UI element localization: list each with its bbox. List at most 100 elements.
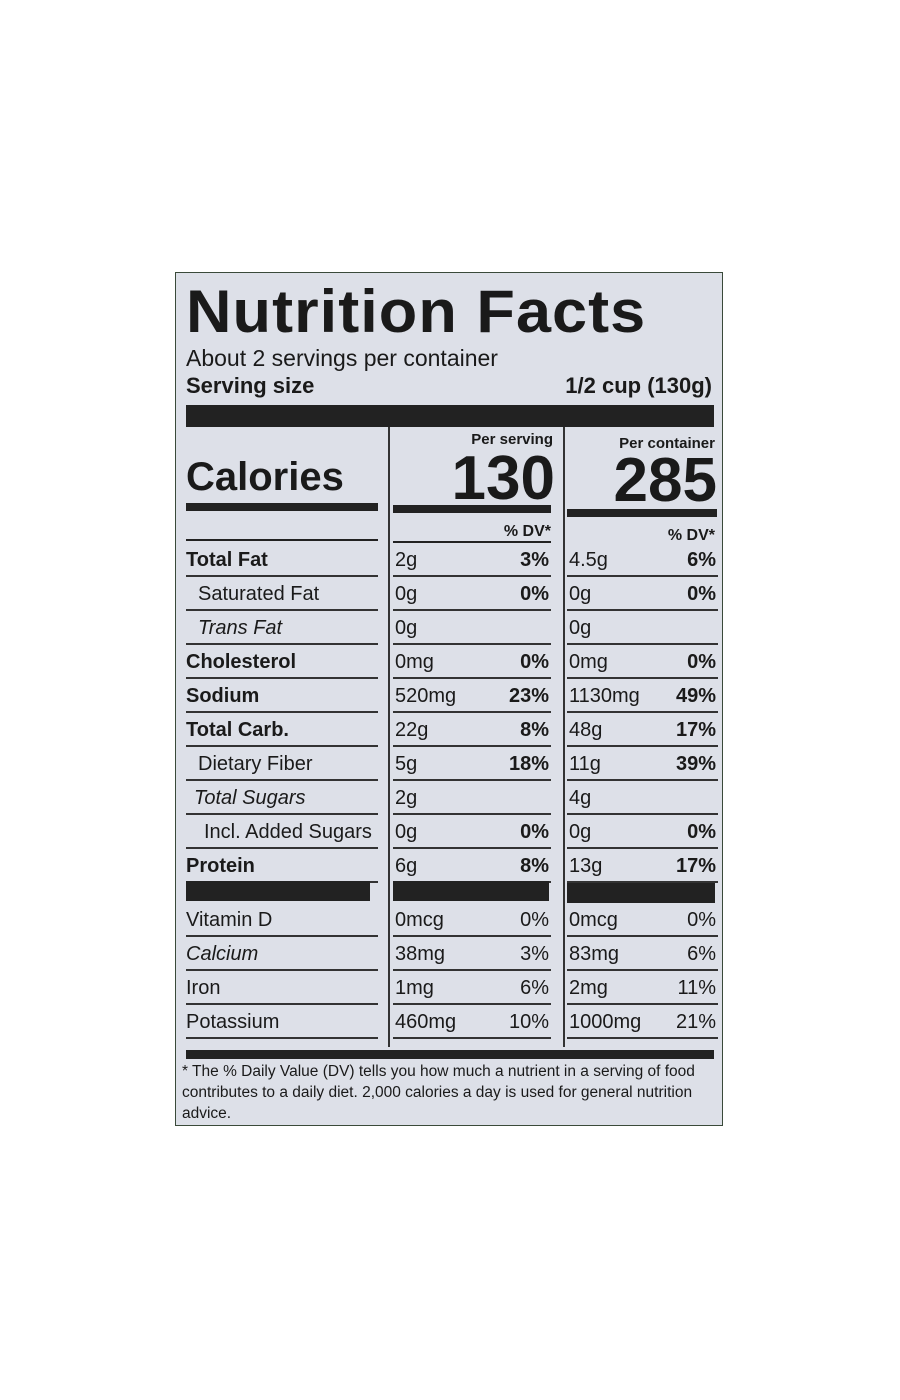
per-serving-cell: 2g	[393, 783, 551, 815]
per-container-header: Per container	[619, 435, 715, 452]
nutrient-row: Total Fat 2g 3% 4.5g 6%	[186, 545, 718, 579]
serving-amount: 2g	[395, 787, 418, 809]
nutrient-row: Trans Fat 0g 0g	[186, 613, 718, 647]
nutrient-name: Incl. Added Sugars	[186, 817, 378, 849]
per-container-cell: 0mg 0%	[567, 647, 718, 679]
serving-dv: 0%	[520, 821, 549, 843]
thick-divider	[393, 881, 549, 901]
serving-dv: 10%	[508, 1011, 549, 1033]
per-serving-cell: 2g 3%	[393, 545, 551, 577]
container-amount: 0g	[569, 583, 592, 605]
nutrient-row: Potassium 460mg 10% 1000mg 21%	[186, 1007, 718, 1041]
serving-amount: 0mcg	[395, 909, 444, 931]
per-container-cell: 1000mg 21%	[567, 1007, 718, 1039]
container-amount: 4.5g	[569, 549, 608, 571]
container-amount: 2mg	[569, 977, 608, 999]
container-dv: 0%	[687, 583, 716, 605]
serving-amount: 38mg	[395, 943, 446, 965]
per-container-cell: 4g	[567, 783, 718, 815]
per-container-cell: 1130mg 49%	[567, 681, 718, 713]
serving-dv: 0%	[520, 583, 549, 605]
per-serving-cell: 0g 0%	[393, 817, 551, 849]
serving-amount: 0g	[395, 821, 418, 843]
thick-divider	[186, 1050, 714, 1059]
nutrient-name: Total Fat	[186, 545, 378, 577]
calories-divider	[393, 505, 551, 513]
nutrient-row: Calcium 38mg 3% 83mg 6%	[186, 939, 718, 973]
column-divider	[388, 427, 390, 1047]
serving-dv: 0%	[520, 651, 549, 673]
serving-amount: 2g	[395, 549, 418, 571]
serving-amount: 5g	[395, 753, 418, 775]
container-amount: 48g	[569, 719, 603, 741]
serving-size-label: Serving size	[186, 373, 315, 398]
nutrient-row: Iron 1mg 6% 2mg 11%	[186, 973, 718, 1007]
serving-dv: 0%	[520, 909, 549, 931]
container-amount: 0g	[569, 821, 592, 843]
per-serving-cell: 520mg 23%	[393, 681, 551, 713]
per-container-cell: 83mg 6%	[567, 939, 718, 971]
nutrient-name: Trans Fat	[186, 613, 378, 645]
serving-amount: 0g	[395, 617, 418, 639]
divider	[186, 539, 378, 541]
dv-header-container: % DV*	[667, 527, 715, 544]
nutrient-name: Iron	[186, 973, 378, 1005]
thick-divider	[567, 883, 715, 903]
serving-dv: 8%	[520, 719, 549, 741]
container-dv: 17%	[675, 855, 716, 877]
container-dv: 6%	[687, 549, 716, 571]
nutrient-name: Potassium	[186, 1007, 378, 1039]
nutrient-name: Total Sugars	[186, 783, 378, 815]
per-serving-cell: 6g 8%	[393, 851, 551, 883]
container-dv: 11%	[677, 977, 716, 999]
per-serving-cell: 22g 8%	[393, 715, 551, 747]
container-dv: 0%	[687, 909, 716, 931]
divider	[393, 541, 551, 543]
serving-dv: 18%	[508, 753, 549, 775]
serving-dv: 23%	[508, 685, 549, 707]
serving-amount: 0mg	[395, 651, 434, 673]
serving-dv: 6%	[520, 977, 549, 999]
nutrient-name: Cholesterol	[186, 647, 378, 679]
container-dv: 21%	[675, 1011, 716, 1033]
nutrient-row: Protein 6g 8% 13g 17%	[186, 851, 718, 885]
per-container-cell: 13g 17%	[567, 851, 718, 883]
nutrient-row: Vitamin D 0mcg 0% 0mcg 0%	[186, 905, 718, 939]
per-serving-cell: 0g	[393, 613, 551, 645]
per-container-cell: 0g	[567, 613, 718, 645]
per-serving-cell: 0mcg 0%	[393, 905, 551, 937]
container-dv: 0%	[687, 651, 716, 673]
column-divider	[563, 427, 565, 1047]
per-container-cell: 0g 0%	[567, 579, 718, 611]
container-amount: 1130mg	[569, 685, 640, 707]
serving-amount: 22g	[395, 719, 429, 741]
serving-size-value: 1/2 cup (130g)	[565, 373, 712, 398]
per-container-cell: 0mcg 0%	[567, 905, 718, 937]
serving-amount: 1mg	[395, 977, 434, 999]
container-amount: 83mg	[569, 943, 620, 965]
container-amount: 13g	[569, 855, 603, 877]
container-dv: 49%	[675, 685, 716, 707]
container-dv: 0%	[687, 821, 716, 843]
calories-label: Calories	[186, 455, 344, 499]
per-serving-cell: 0mg 0%	[393, 647, 551, 679]
servings-per-container: About 2 servings per container	[186, 345, 498, 371]
per-serving-cell: 5g 18%	[393, 749, 551, 781]
nutrient-row: Total Sugars 2g 4g	[186, 783, 718, 817]
nutrient-name: Total Carb.	[186, 715, 378, 747]
per-container-cell: 48g 17%	[567, 715, 718, 747]
container-amount: 0g	[569, 617, 592, 639]
nutrient-name: Saturated Fat	[186, 579, 378, 611]
nutrient-name: Sodium	[186, 681, 378, 713]
per-container-cell: 0g 0%	[567, 817, 718, 849]
container-amount: 11g	[569, 753, 601, 775]
calories-per-serving: 130	[451, 444, 555, 513]
nutrient-row: Sodium 520mg 23% 1130mg 49%	[186, 681, 718, 715]
serving-size: Serving size 1/2 cup (130g)	[186, 373, 712, 399]
thick-divider	[186, 881, 370, 901]
serving-dv: 3%	[520, 943, 549, 965]
serving-dv: 3%	[520, 549, 549, 571]
nutrient-row: Total Carb. 22g 8% 48g 17%	[186, 715, 718, 749]
serving-amount: 6g	[395, 855, 418, 877]
container-dv: 39%	[675, 753, 716, 775]
